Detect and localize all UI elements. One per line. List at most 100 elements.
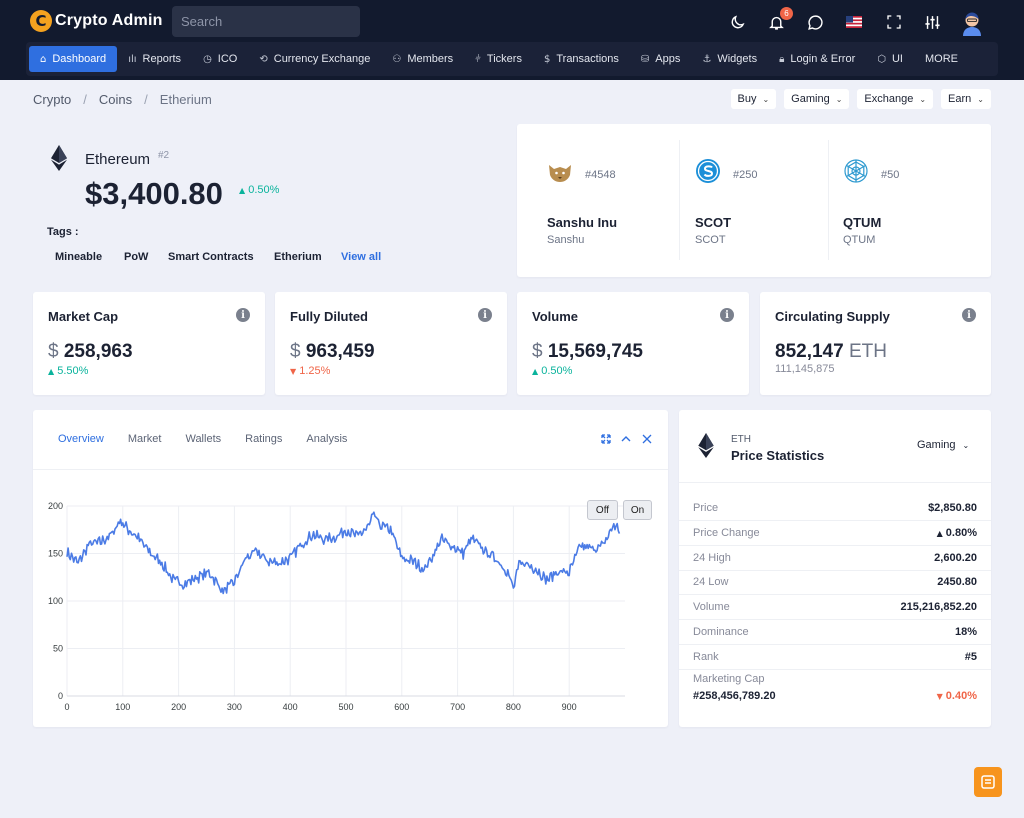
price-statistics-card: ETH Price Statistics Gaming ⌄ Price $2,85… [679,410,991,727]
nav-item-ico[interactable]: ◷ ICO [192,46,248,72]
view-all-tags-link[interactable]: View all [341,251,382,263]
info-icon[interactable]: i [236,308,250,322]
breadcrumb-coins[interactable]: Coins [98,92,133,107]
tab-overview[interactable]: Overview [58,433,104,445]
fullscreen-button[interactable] [883,10,905,34]
y-tick-label: 150 [48,549,63,559]
ethereum-logo-icon [698,433,714,458]
tag-mineable[interactable]: Mineable [55,251,103,263]
nav-item-widgets[interactable]: ⚓ Widgets [691,46,768,72]
nav-item-currency-exchange[interactable]: ⟲ Currency Exchange [248,46,381,72]
tab-ratings[interactable]: Ratings [245,433,283,445]
nav-item-ui[interactable]: ⬡ UI [866,46,914,72]
expand-icon[interactable] [601,434,611,444]
tab-market[interactable]: Market [127,433,162,445]
price-stat-value-text: #5 [964,650,977,663]
search-input[interactable] [172,6,360,37]
tag-list: Mineable PoW Smart Contracts Etherium Vi… [55,251,381,263]
clock-icon: ◷ [203,53,212,65]
card-divider [33,469,668,470]
price-stat-row: Rank #5 [693,651,977,663]
buy-dropdown[interactable]: Buy ⌄ [730,89,777,109]
messages-button[interactable] [804,10,826,34]
tag-smart-contracts[interactable]: Smart Contracts [168,251,254,263]
chevron-down-icon: ⌄ [919,94,927,104]
stat-title: Market Cap [48,309,119,324]
price-stats-dropdown[interactable]: Gaming ⌄ [917,439,969,451]
database-icon: ⛁ [640,53,650,65]
nav-item-dashboard[interactable]: ⌂ Dashboard [29,46,118,72]
coin-name: SCOT [695,215,732,230]
dark-mode-toggle[interactable] [726,10,748,34]
x-tick-label: 700 [450,702,465,712]
marketing-cap-change: ▼ 0.40% [937,690,977,702]
x-tick-label: 100 [115,702,130,712]
nav-item-login-error[interactable]: 🔒︎ Login & Error [768,46,866,72]
chart-on-button[interactable]: On [623,500,652,520]
row-divider [679,520,991,521]
nav-item-members[interactable]: ⚇ Members [381,46,464,72]
coin-change-value: 0.50% [248,184,280,196]
nav-item-transactions[interactable]: $ Transactions [533,46,630,72]
user-avatar[interactable] [960,8,984,36]
info-icon[interactable]: i [962,308,976,322]
nav-item-tickers[interactable]: ⫩ Tickers [464,46,533,72]
app-logo[interactable]: C Crypto Admin [30,10,163,32]
x-tick-label: 500 [338,702,353,712]
price-stat-value-text: 215,216,852.20 [900,601,977,614]
info-icon[interactable]: i [478,308,492,322]
nav-item-label: Widgets [717,53,758,65]
language-selector[interactable] [843,10,865,34]
tab-analysis[interactable]: Analysis [306,433,348,445]
breadcrumb-crypto[interactable]: Crypto [33,92,72,107]
close-icon[interactable] [642,434,652,444]
marketing-cap-change-value: 0.40% [945,690,977,702]
tab-wallets[interactable]: Wallets [185,433,222,445]
nav-item-apps[interactable]: ⛁ Apps [630,46,691,72]
coin-rank: #4548 [585,169,616,181]
coin-symbol: SCOT [695,234,726,246]
exchange-dropdown[interactable]: Exchange ⌄ [857,89,934,109]
coin-divider [828,140,829,260]
stat-change-value: 5.50% [57,365,89,377]
caret-up-icon: ▲ [532,367,539,376]
coin-item-scot[interactable]: #250 SCOT SCOT [665,124,827,270]
chart-tabs: Overview Market Wallets Ratings Analysis [58,433,347,445]
nav-item-reports[interactable]: ılı Reports [117,46,192,72]
tag-etherium[interactable]: Etherium [274,251,322,263]
stat-title: Volume [532,309,578,324]
tag-pow[interactable]: PoW [124,251,149,263]
breadcrumb-current: Etherium [159,92,212,107]
logo-coin-icon: C [30,10,52,32]
stat-card-volume: Volume i $ 15,569,745 ▲ 0.50% [517,292,749,395]
price-stat-value-text: $2,850.80 [928,502,977,514]
us-flag-icon [846,16,862,28]
price-stat-value: #5 [965,651,977,663]
gaming-dropdown[interactable]: Gaming ⌄ [784,89,850,109]
home-icon: ⌂ [40,53,47,65]
collapse-icon[interactable] [621,434,631,444]
info-icon[interactable]: i [720,308,734,322]
earn-dropdown[interactable]: Earn ⌄ [941,89,991,109]
floating-action-button[interactable] [974,767,1002,797]
notification-badge: 6 [780,7,793,20]
coin-name: Ethereum [85,151,151,168]
coin-item-sanshu[interactable]: #4548 Sanshu Inu Sanshu [517,124,679,270]
x-tick-label: 0 [64,702,69,712]
dollar-icon: $ [543,53,551,65]
coin-rank: #50 [881,169,900,181]
trending-coins-card: #4548 Sanshu Inu Sanshu #250 SCOT SCOT #… [517,124,991,277]
coin-name: QTUM [843,215,882,230]
stat-number: 852,147 [775,341,844,362]
price-stat-label: 24 Low [693,576,729,589]
coin-item-qtum[interactable]: #50 QTUM QTUM [813,124,975,270]
dropdown-label: Earn [948,93,972,105]
stat-value: $ 963,459 [290,341,375,363]
notifications-button[interactable]: 6 [765,7,793,34]
breadcrumb-separator: / [144,92,148,107]
settings-button[interactable] [921,10,943,34]
nav-item-more[interactable]: MORE [914,46,969,72]
row-divider [679,644,991,645]
stat-card-market-cap: Market Cap i $ 258,963 ▲ 5.50% [33,292,265,395]
chart-off-button[interactable]: Off [587,500,618,520]
